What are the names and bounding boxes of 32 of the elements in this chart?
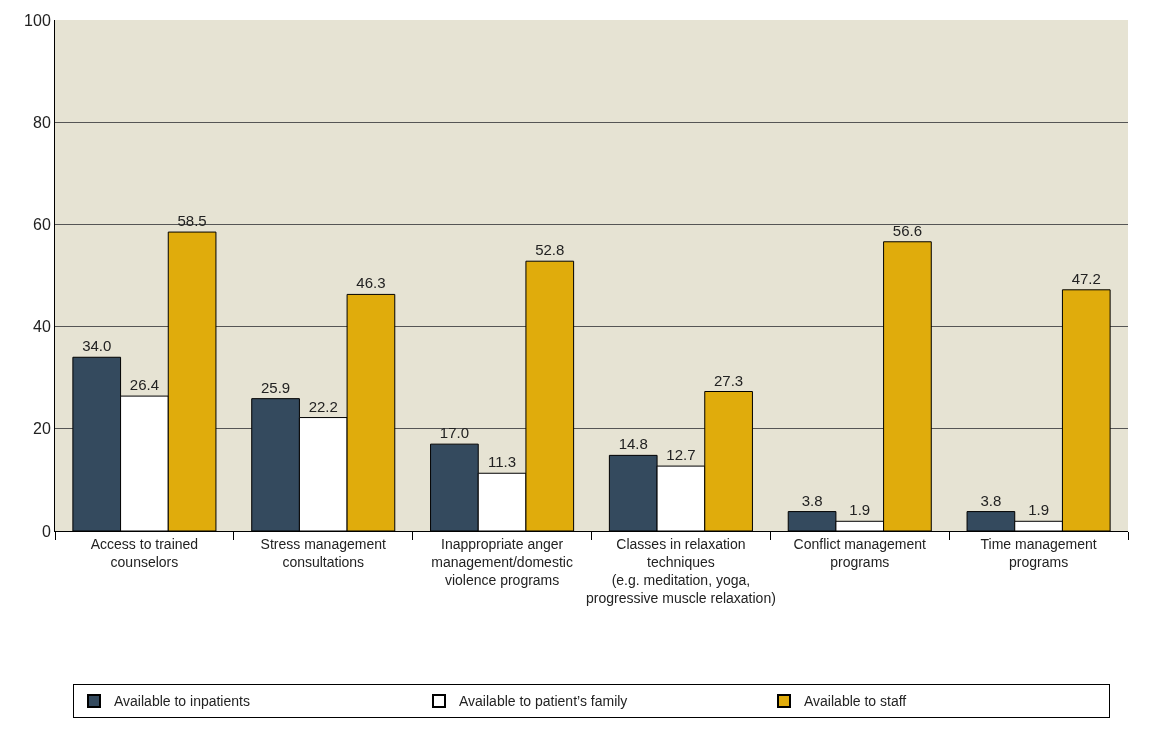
legend-label: Available to patient’s family [459, 693, 628, 710]
data-label: 17.0 [439, 424, 469, 442]
data-label: 12.7 [666, 446, 696, 464]
data-label: 47.2 [1071, 269, 1101, 287]
x-tick-label: Classes in relaxation techniques (e.g. meditation, yoga, progressive muscle relaxation) [585, 535, 776, 607]
data-label: 46.3 [356, 274, 386, 292]
data-label: 52.8 [535, 241, 565, 259]
y-tick-label: 60 [33, 216, 51, 233]
data-label: 14.8 [618, 435, 648, 453]
y-tick-label: 40 [33, 318, 51, 336]
data-label: 26.4 [129, 376, 160, 394]
x-tick-label: Time management programs [980, 535, 1097, 570]
y-tick-label: 100 [24, 11, 51, 29]
data-label: 22.2 [308, 397, 338, 415]
y-tick-label: 20 [33, 420, 51, 438]
x-tick-label: Inappropriate anger management/domestic violence programs [431, 535, 573, 589]
x-tick-label: Conflict management programs [793, 535, 926, 570]
legend-label: Available to staff [804, 693, 907, 710]
x-tick-label: Access to trained counselors [90, 535, 199, 570]
data-label: 25.9 [260, 378, 291, 396]
data-label: 27.3 [714, 371, 744, 389]
legend-label: Available to inpatients [114, 693, 250, 710]
data-label: 11.3 [488, 453, 517, 471]
data-label: 1.9 [849, 501, 871, 519]
data-label: 56.6 [892, 221, 923, 239]
y-tick-label: 80 [33, 113, 51, 131]
data-label: 1.9 [1028, 501, 1050, 519]
y-tick-label: 0 [41, 522, 51, 540]
data-label: 3.8 [980, 491, 1002, 509]
x-tick-label: Stress management consultations [260, 535, 386, 570]
data-label: 34.0 [82, 337, 112, 355]
data-label: 3.8 [801, 491, 823, 509]
